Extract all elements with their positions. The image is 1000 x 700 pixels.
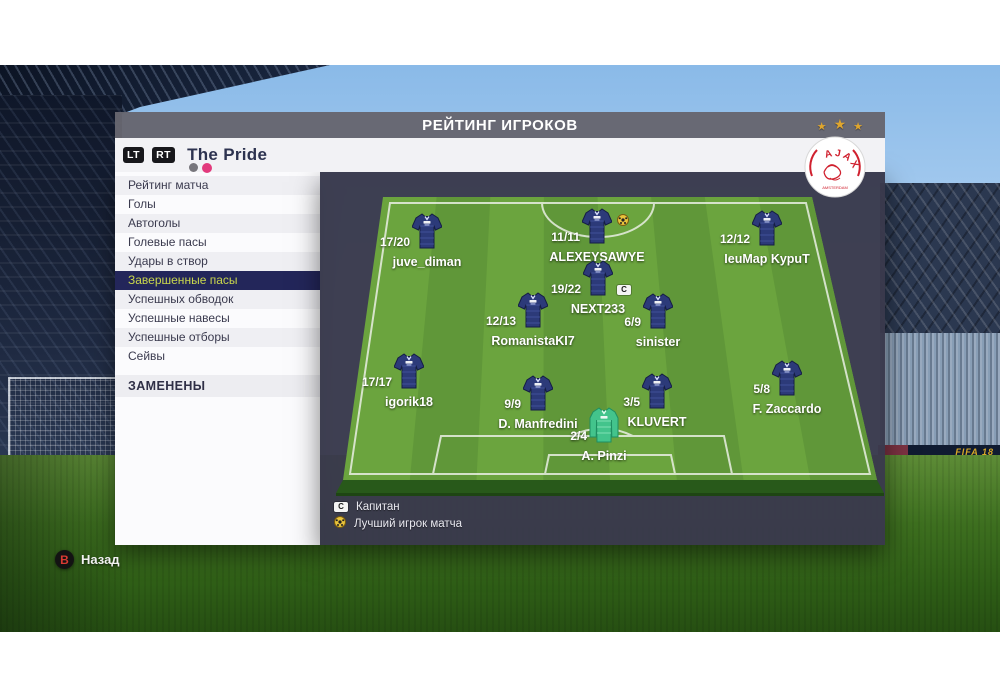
player-marker-igorik18: 17/17 igorik18 [329, 353, 489, 409]
star-icon: ★ [833, 116, 847, 132]
player-marker-f-zaccardo: 5/8 F. Zaccardo [707, 360, 867, 416]
jersey-icon [771, 360, 803, 401]
stadium-roof-right [880, 183, 1000, 333]
gray-dot-icon [189, 163, 199, 172]
player-rating: 9/9 [504, 397, 521, 411]
jersey-icon [582, 260, 614, 301]
player-marker-ieumap-kyput: 12/12 IeuMap KypuT [687, 210, 847, 266]
sidebar-item-7[interactable]: Успешные навесы [128, 311, 230, 325]
star-icon: ★ [853, 121, 863, 133]
legend-label: Лучший игрок матча [354, 517, 463, 530]
sidebar-item-3[interactable]: Голевые пасы [128, 235, 207, 249]
pitch-graphic [336, 197, 884, 496]
player-name: A. Pinzi [581, 449, 627, 463]
pink-dot-icon [202, 162, 213, 173]
player-rating: 6/9 [624, 315, 641, 329]
stadium-crowd-right [880, 333, 1000, 445]
jersey-icon [393, 353, 425, 394]
legend-label: Капитан [356, 500, 400, 513]
sidebar-item-4[interactable]: Удары в створ [115, 252, 320, 271]
back-label: Назад [81, 552, 120, 567]
stats-sidebar: Рейтинг матча Голы Автоголы Голевые пасы Уда… [115, 172, 320, 545]
player-rating: 11/11 [551, 230, 580, 244]
sidebar-item-5[interactable]: Завершенные пасы [115, 271, 320, 290]
gamepad-b-icon: B [55, 550, 74, 569]
player-rating: 12/12 [719, 232, 750, 246]
club-crest: AJAX AMSTERDAM [804, 136, 866, 198]
player-rating: 19/22 [550, 282, 581, 296]
sidebar-item-0[interactable]: Рейтинг матча [115, 176, 320, 195]
captain-badge-icon: C [334, 501, 348, 512]
sidebar-item-1[interactable]: Голы [128, 197, 156, 211]
jersey-icon [642, 293, 674, 334]
sidebar-item-8[interactable]: Успешные отборы [115, 328, 320, 347]
player-rating: 2/4 [570, 429, 587, 443]
rt-button-icon[interactable]: RT [152, 147, 176, 163]
grass-shade [0, 455, 130, 632]
field-panel: 17/20 juve_diman 11/11 ALEXEYSAWYE 12/12 IeuM… [320, 172, 885, 545]
motm-ball-icon [334, 515, 346, 533]
player-marker-sinister: 6/9 sinister [578, 293, 738, 349]
player-marker-romanistaki7: 12/13 RomanistaKI7 [453, 292, 613, 348]
team-indicator-dots [189, 162, 213, 173]
goalkeeper-icon [589, 407, 619, 448]
lt-button-icon[interactable]: LT [123, 147, 145, 163]
header-bar: РЕЙТИНГ ИГРОКОВ ★ ★ ★ [115, 112, 885, 138]
team-name: The Pride [187, 144, 268, 164]
motm-ball-icon [617, 213, 629, 231]
stadium-stands-left [0, 95, 122, 460]
player-marker-a-pinzi: 2/4 A. Pinzi [524, 407, 684, 463]
club-logo-subtext: AMSTERDAM [822, 185, 848, 190]
goal-net [8, 377, 118, 461]
player-rating: 17/17 [361, 375, 392, 389]
legend-row: Лучший игрок матча [334, 515, 463, 533]
player-rating: 5/8 [753, 382, 770, 396]
jersey-icon [411, 213, 443, 254]
jersey-icon [641, 373, 673, 414]
player-name: ALEXEYSAWYE [549, 250, 645, 264]
jersey-icon [517, 292, 549, 333]
player-name: sinister [635, 335, 681, 349]
player-marker-next233: 19/22 C NEXT233 [518, 260, 678, 316]
player-marker-juve-diman: 17/20 juve_diman [347, 213, 507, 269]
jersey-icon [522, 375, 554, 416]
player-name: IeuMap KypuT [724, 252, 810, 266]
player-rating: 17/20 [379, 235, 410, 249]
jersey-icon [581, 208, 613, 249]
sidebar-item-6[interactable]: Успешных обводок [115, 290, 320, 309]
player-name: D. Manfredini [498, 417, 578, 431]
legend: C Капитан Лучший игрок матча [334, 499, 462, 533]
ad-board-text: FIFA 18 [955, 447, 994, 457]
sidebar-item-9[interactable]: Сейвы [128, 349, 166, 363]
player-marker-alexeysawye: 11/11 ALEXEYSAWYE [517, 208, 677, 264]
player-rating: 3/5 [623, 395, 640, 409]
player-marker-d-manfredini: 9/9 D. Manfredini [458, 375, 618, 431]
team-band: LT RT The Pride [115, 138, 885, 173]
player-name: juve_diman [392, 255, 462, 269]
page-title: РЕЙТИНГ ИГРОКОВ [422, 116, 578, 134]
jersey-icon [751, 210, 783, 251]
captain-badge-icon: C [617, 285, 631, 295]
star-icon: ★ [816, 121, 827, 133]
player-name: NEXT233 [570, 302, 626, 316]
stats-list: Рейтинг матча Голы Автоголы Голевые пасы Уда… [115, 172, 320, 366]
player-name: igorik18 [385, 395, 433, 409]
substituted-section-header: ЗАМЕНЕНЫ [115, 375, 320, 397]
player-name: KLUVERT [627, 415, 687, 429]
player-name: RomanistaKI7 [491, 334, 575, 348]
legend-row: C Капитан [334, 499, 462, 514]
sidebar-item-2[interactable]: Автоголы [115, 214, 320, 233]
player-rating: 12/13 [485, 314, 516, 328]
player-name: F. Zaccardo [752, 402, 822, 416]
back-button[interactable]: B Назад [55, 550, 120, 569]
player-marker-kluvert: 3/5 KLUVERT [577, 373, 737, 429]
team-stars: ★ ★ ★ [817, 114, 863, 133]
